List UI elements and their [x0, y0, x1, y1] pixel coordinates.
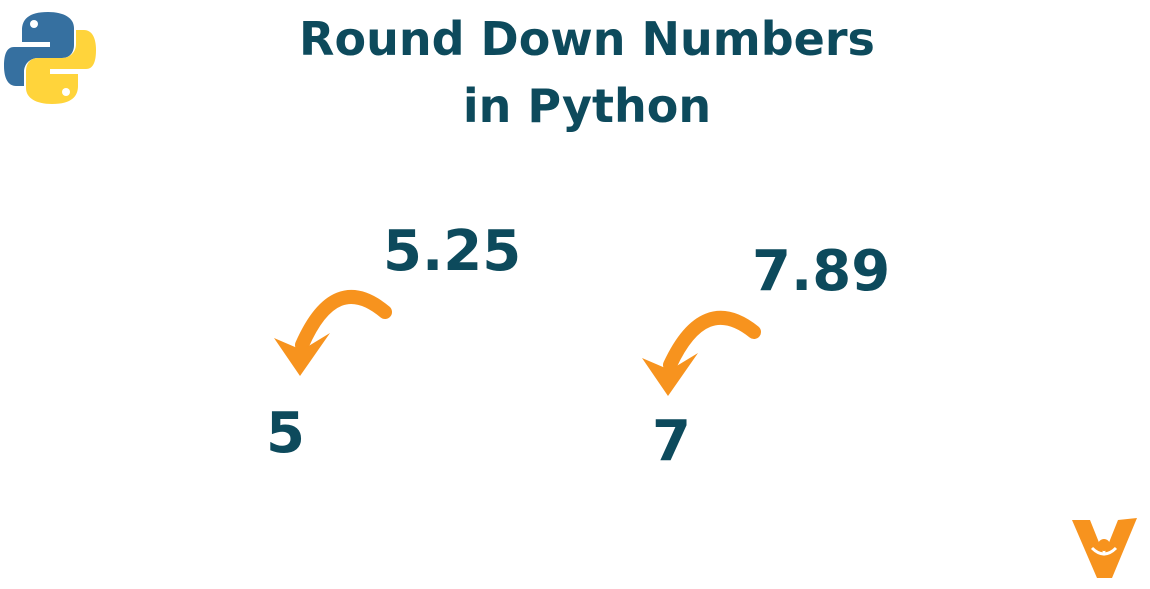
python-logo [4, 12, 96, 104]
brand-logo [1072, 518, 1137, 578]
title-line: in Python [463, 79, 711, 133]
round-down-arrow [274, 290, 392, 376]
output-number: 5 [266, 401, 305, 466]
title-line: Round Down Numbers [299, 12, 875, 66]
input-number: 7.89 [752, 239, 890, 304]
output-number: 7 [652, 409, 691, 474]
round-down-arrow [642, 310, 761, 396]
input-number: 5.25 [383, 219, 521, 284]
